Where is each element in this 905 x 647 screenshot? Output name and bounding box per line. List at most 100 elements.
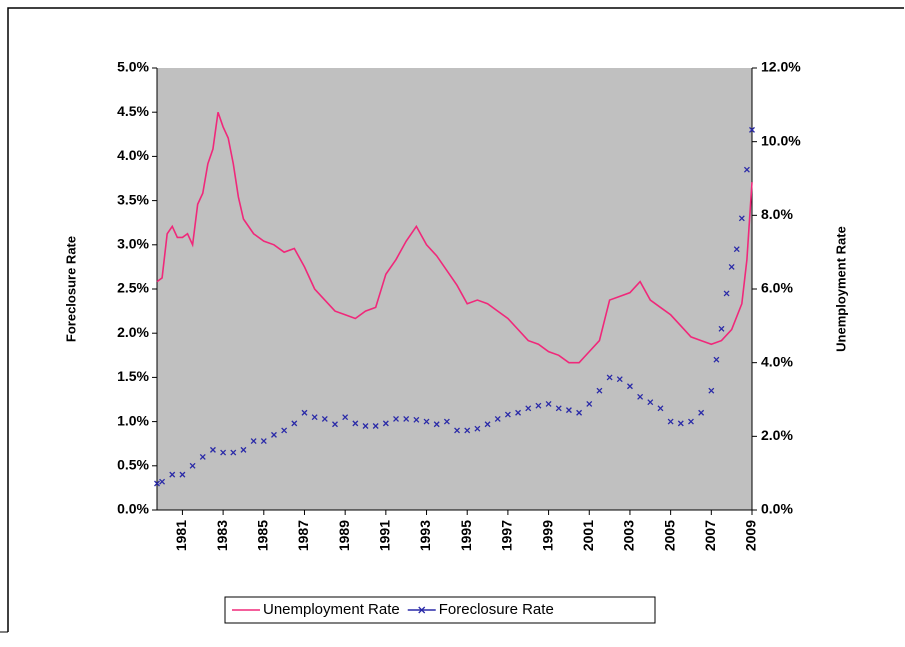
marker [321, 415, 328, 422]
marker [169, 471, 176, 478]
x-tick-label: 1997 [499, 520, 515, 551]
marker [454, 427, 461, 434]
x-tick-label: 1999 [539, 520, 555, 551]
marker [576, 409, 583, 416]
marker [728, 263, 735, 270]
marker [565, 407, 572, 414]
marker [484, 421, 491, 428]
y-tick-label: 1.5% [117, 368, 149, 384]
marker [749, 126, 755, 133]
x-tick-label: 2003 [621, 520, 637, 551]
marker [291, 420, 298, 427]
marker [545, 400, 552, 407]
y-tick-label: 2.5% [117, 280, 149, 296]
y2-tick-label: 2.0% [761, 427, 793, 443]
marker [723, 290, 730, 297]
marker [230, 449, 237, 456]
marker [260, 438, 267, 445]
marker [616, 376, 623, 383]
x-tick-label: 2001 [580, 520, 596, 551]
marker [342, 414, 349, 421]
x-tick-label: 1993 [417, 520, 433, 551]
marker [586, 400, 593, 407]
y-tick-label: 2.0% [117, 324, 149, 340]
marker [464, 427, 471, 434]
legend-marker [418, 606, 426, 614]
marker [708, 387, 715, 394]
marker [281, 427, 288, 434]
marker [352, 420, 359, 427]
x-tick-label: 2005 [661, 520, 677, 551]
marker [433, 421, 440, 428]
frame [7, 7, 904, 632]
x-tick-label: 1987 [295, 520, 311, 551]
y-tick-label: 3.5% [117, 191, 149, 207]
marker [220, 449, 227, 456]
x-tick-label: 1995 [458, 520, 474, 551]
marker [555, 405, 562, 412]
y2-tick-label: 0.0% [761, 501, 793, 517]
x-tick-label: 2009 [743, 520, 759, 551]
x-tick-label: 1981 [173, 520, 189, 551]
marker [637, 393, 644, 400]
x-tick-label: 2007 [702, 520, 718, 551]
marker [362, 423, 369, 429]
marker [677, 420, 684, 427]
y2-tick-label: 8.0% [761, 206, 793, 222]
marker [382, 420, 389, 427]
marker [698, 409, 705, 416]
marker [743, 166, 750, 173]
legend-label: Unemployment Rate [263, 601, 400, 618]
marker [209, 446, 216, 453]
y-tick-label: 0.0% [117, 501, 149, 517]
x-tick-label: 1989 [336, 520, 352, 551]
marker [332, 421, 338, 428]
marker [271, 431, 277, 438]
marker [494, 415, 501, 422]
y2-tick-label: 6.0% [761, 280, 793, 296]
marker [372, 423, 379, 429]
y-tick-label: 4.0% [117, 147, 149, 163]
marker [606, 374, 613, 381]
marker [154, 480, 160, 487]
marker [733, 246, 740, 253]
legend [224, 596, 656, 624]
legend-label: Foreclosure Rate [439, 601, 554, 618]
x-tick-label: 1985 [254, 520, 270, 551]
marker [159, 478, 166, 485]
marker [189, 462, 196, 469]
marker [667, 418, 674, 425]
marker [443, 418, 450, 425]
line [156, 111, 753, 364]
marker [688, 418, 694, 425]
y-tick-label: 0.5% [117, 457, 149, 473]
marker [393, 415, 399, 422]
marker [474, 425, 481, 432]
marker [199, 454, 206, 460]
plot-area [157, 68, 752, 510]
y-tick-label: 3.0% [117, 236, 149, 252]
marker [596, 387, 603, 394]
y2-tick-label: 10.0% [761, 132, 801, 148]
marker [504, 411, 511, 418]
x-tick-label: 1983 [214, 520, 230, 551]
y-tick-label: 1.0% [117, 412, 149, 428]
y-tick-label: 5.0% [117, 59, 149, 75]
marker [738, 215, 745, 222]
y2-axis-title: Unemployment Rate [833, 226, 848, 352]
marker [718, 325, 725, 332]
marker [301, 409, 308, 416]
marker [713, 356, 720, 363]
marker [423, 418, 430, 425]
marker [311, 414, 318, 421]
marker [626, 383, 633, 390]
marker [403, 415, 410, 422]
y-tick-label: 4.5% [117, 103, 149, 119]
marker [515, 409, 522, 416]
marker [535, 402, 542, 409]
marker [647, 399, 654, 406]
y2-tick-label: 12.0% [761, 59, 801, 75]
y-axis-title: Foreclosure Rate [63, 236, 78, 342]
marker [525, 405, 532, 412]
